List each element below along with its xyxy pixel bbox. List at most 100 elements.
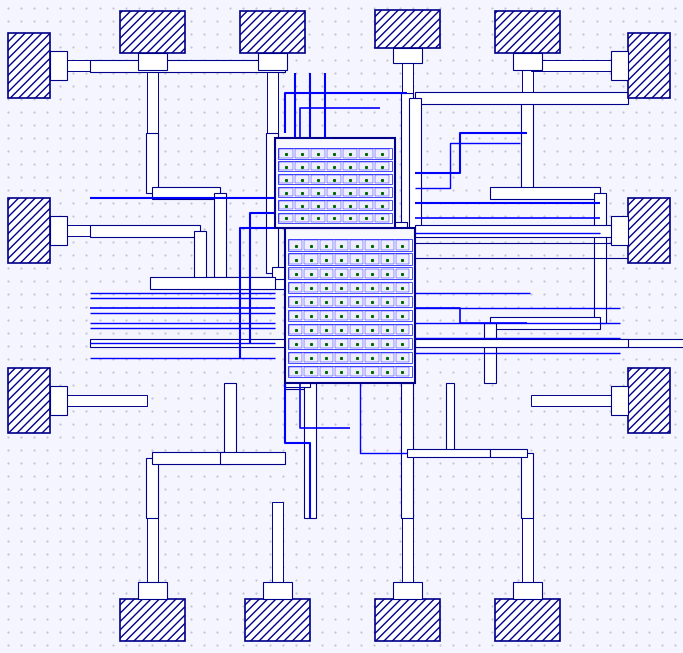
- Bar: [67, 59, 147, 71]
- Bar: [288, 366, 412, 377]
- Bar: [365, 367, 378, 376]
- Bar: [395, 339, 409, 348]
- Bar: [304, 240, 318, 249]
- Bar: [380, 353, 394, 362]
- Bar: [343, 188, 357, 196]
- Bar: [289, 268, 303, 278]
- Bar: [375, 214, 389, 222]
- Bar: [320, 296, 333, 306]
- Bar: [415, 339, 628, 347]
- Bar: [327, 175, 341, 183]
- Bar: [393, 48, 422, 63]
- Bar: [295, 175, 309, 183]
- Bar: [409, 98, 421, 228]
- Bar: [8, 368, 50, 433]
- Bar: [484, 323, 496, 383]
- Bar: [407, 449, 490, 457]
- Bar: [335, 255, 348, 264]
- Bar: [295, 150, 309, 157]
- Bar: [279, 214, 293, 222]
- Bar: [335, 240, 348, 249]
- Bar: [266, 133, 278, 273]
- Bar: [295, 214, 309, 222]
- Bar: [320, 255, 333, 264]
- Bar: [335, 339, 348, 348]
- Bar: [311, 188, 325, 196]
- Bar: [531, 225, 611, 236]
- Bar: [490, 187, 600, 199]
- Bar: [380, 240, 394, 249]
- Bar: [380, 339, 394, 348]
- Bar: [67, 394, 147, 406]
- Bar: [611, 51, 628, 80]
- Bar: [278, 161, 392, 172]
- Bar: [395, 283, 409, 292]
- Bar: [375, 188, 389, 196]
- Bar: [343, 200, 357, 209]
- Bar: [350, 283, 363, 292]
- Bar: [380, 268, 394, 278]
- Bar: [279, 162, 293, 170]
- Bar: [359, 200, 373, 209]
- Bar: [295, 200, 309, 209]
- Bar: [304, 339, 318, 348]
- Bar: [278, 200, 392, 210]
- Bar: [611, 216, 628, 245]
- Bar: [266, 70, 279, 150]
- Bar: [350, 296, 363, 306]
- Bar: [278, 213, 392, 223]
- Bar: [628, 368, 670, 433]
- Bar: [380, 325, 394, 334]
- Bar: [359, 214, 373, 222]
- Bar: [380, 283, 394, 292]
- Bar: [343, 214, 357, 222]
- Bar: [50, 386, 67, 415]
- Bar: [365, 311, 378, 320]
- Bar: [194, 231, 206, 283]
- Bar: [375, 162, 389, 170]
- Bar: [350, 339, 363, 348]
- Bar: [304, 353, 318, 362]
- Bar: [278, 148, 392, 159]
- Bar: [288, 352, 412, 363]
- Bar: [359, 175, 373, 183]
- Bar: [147, 70, 158, 150]
- Bar: [304, 383, 316, 518]
- Bar: [90, 60, 285, 72]
- Bar: [258, 53, 287, 70]
- Bar: [245, 599, 310, 641]
- Bar: [380, 296, 394, 306]
- Bar: [320, 268, 333, 278]
- Bar: [279, 175, 293, 183]
- Bar: [415, 92, 628, 104]
- Bar: [395, 240, 409, 249]
- Bar: [490, 317, 600, 329]
- Bar: [335, 296, 348, 306]
- Bar: [380, 367, 394, 376]
- Bar: [288, 338, 412, 349]
- Bar: [304, 283, 318, 292]
- Bar: [401, 93, 413, 228]
- Bar: [311, 162, 325, 170]
- Bar: [365, 339, 378, 348]
- Bar: [395, 268, 409, 278]
- Bar: [402, 502, 413, 582]
- Bar: [350, 268, 363, 278]
- Bar: [50, 216, 67, 245]
- Bar: [289, 339, 303, 348]
- Bar: [350, 311, 363, 320]
- Bar: [350, 240, 363, 249]
- Bar: [365, 283, 378, 292]
- Bar: [214, 193, 226, 283]
- Bar: [304, 268, 318, 278]
- Bar: [152, 452, 230, 464]
- Bar: [359, 188, 373, 196]
- Bar: [311, 200, 325, 209]
- Bar: [285, 377, 310, 389]
- Bar: [304, 255, 318, 264]
- Bar: [272, 502, 283, 582]
- Bar: [285, 379, 310, 387]
- Bar: [150, 277, 275, 289]
- Bar: [146, 458, 158, 518]
- Bar: [327, 214, 341, 222]
